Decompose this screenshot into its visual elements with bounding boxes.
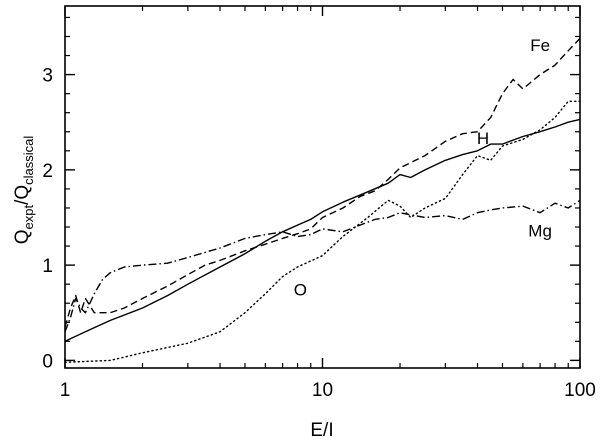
series-line-mg (64, 199, 581, 333)
plot-frame (64, 5, 581, 369)
y-tick-label: 1 (42, 256, 53, 277)
series-line-o (64, 100, 581, 363)
y-label-q1: Q (12, 229, 33, 244)
y-label-slash: / (12, 199, 33, 205)
y-tick-label: 0 (42, 351, 53, 372)
x-tick-label: 1 (60, 380, 71, 401)
series-line-fe (64, 37, 581, 328)
y-label-sub2: classical (21, 136, 36, 185)
series-label-fe: Fe (530, 36, 550, 55)
ticks (64, 6, 581, 368)
series-layer (64, 37, 581, 363)
series-label-mg: Mg (528, 222, 552, 241)
x-tick-label: 10 (312, 380, 333, 401)
y-tick-label: 3 (42, 66, 53, 87)
series-line-h (64, 118, 581, 342)
y-axis-label: Qexpt/Qclassical (12, 136, 36, 245)
series-label-h: H (477, 129, 489, 148)
x-axis-label: E/I (310, 420, 333, 441)
annotation-layer: Fe H Mg O (294, 36, 552, 300)
series-label-o: O (294, 281, 307, 300)
x-tick-label: 100 (564, 380, 596, 401)
y-label-sub1: expt (21, 205, 36, 230)
y-label-q2: Q (12, 185, 33, 200)
y-tick-label: 2 (42, 161, 53, 182)
